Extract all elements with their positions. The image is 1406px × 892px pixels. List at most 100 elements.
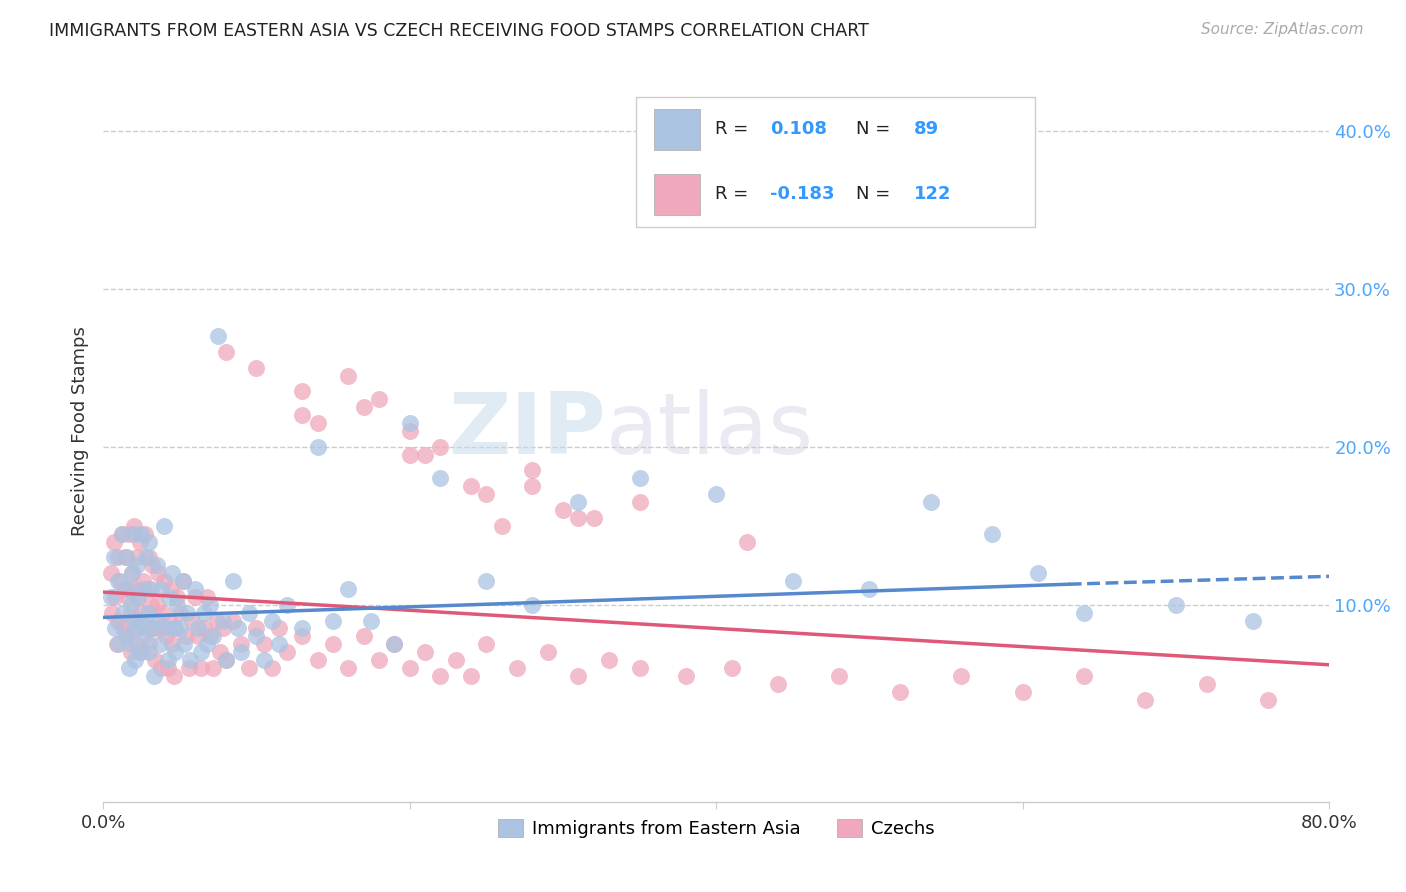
Point (131, 526, 153, 541)
Point (104, 622, 127, 636)
Point (190, 661, 212, 675)
Point (413, 645, 436, 659)
Point (100, 566, 122, 581)
Point (291, 622, 314, 636)
Point (238, 661, 260, 675)
Point (1164, 598, 1187, 612)
Point (120, 598, 142, 612)
Point (127, 590, 149, 604)
Point (276, 645, 298, 659)
Point (127, 590, 149, 604)
Point (1241, 614, 1264, 628)
Point (950, 669, 973, 683)
Text: -0.183: -0.183 (770, 186, 835, 203)
Point (211, 622, 233, 636)
Point (222, 574, 245, 588)
Text: IMMIGRANTS FROM EASTERN ASIA VS CZECH RECEIVING FOOD STAMPS CORRELATION CHART: IMMIGRANTS FROM EASTERN ASIA VS CZECH RE… (49, 22, 869, 40)
Point (245, 622, 267, 636)
Point (260, 661, 283, 675)
Point (460, 669, 482, 683)
Point (176, 606, 198, 620)
Point (114, 582, 136, 596)
Point (131, 614, 153, 628)
Point (155, 629, 177, 643)
Point (124, 582, 146, 596)
Point (115, 629, 138, 643)
Point (131, 645, 153, 659)
Point (536, 645, 558, 659)
Point (139, 598, 162, 612)
Point (110, 526, 132, 541)
FancyBboxPatch shape (637, 96, 1035, 227)
Point (245, 360, 267, 375)
Point (215, 653, 238, 667)
Point (125, 637, 148, 651)
Text: 0.108: 0.108 (770, 120, 827, 138)
Point (353, 401, 375, 415)
Point (135, 622, 157, 636)
Text: R =: R = (716, 186, 754, 203)
Point (125, 622, 148, 636)
Point (1135, 692, 1157, 706)
Point (115, 629, 138, 643)
Point (1073, 669, 1095, 683)
Point (146, 598, 169, 612)
Point (138, 550, 160, 565)
Point (181, 614, 204, 628)
Point (146, 558, 169, 573)
Text: 122: 122 (914, 186, 950, 203)
Point (782, 574, 804, 588)
Point (165, 622, 187, 636)
FancyBboxPatch shape (654, 109, 700, 150)
Legend: Immigrants from Eastern Asia, Czechs: Immigrants from Eastern Asia, Czechs (491, 812, 942, 846)
Point (238, 606, 260, 620)
Point (208, 645, 231, 659)
Point (162, 669, 184, 683)
Point (104, 590, 127, 604)
Point (628, 495, 651, 509)
Point (173, 637, 195, 651)
FancyBboxPatch shape (654, 174, 700, 215)
Point (551, 503, 574, 517)
Point (429, 471, 451, 485)
Point (103, 534, 125, 549)
Point (149, 637, 172, 651)
Point (858, 582, 880, 596)
Point (117, 582, 139, 596)
Point (506, 661, 529, 675)
Point (187, 622, 209, 636)
Point (207, 329, 229, 343)
Point (139, 582, 162, 596)
Point (118, 661, 141, 675)
Point (766, 677, 789, 691)
Point (157, 590, 180, 604)
Point (398, 416, 420, 430)
Point (222, 614, 245, 628)
Point (828, 669, 851, 683)
Point (136, 606, 159, 620)
Point (202, 661, 225, 675)
Point (382, 637, 405, 651)
Point (205, 614, 228, 628)
Point (174, 629, 197, 643)
Point (156, 661, 179, 675)
Point (260, 614, 283, 628)
Point (179, 653, 201, 667)
Point (322, 637, 344, 651)
Point (121, 566, 143, 581)
Point (200, 598, 222, 612)
Point (110, 526, 132, 541)
Point (675, 669, 697, 683)
Point (166, 590, 188, 604)
Point (107, 614, 129, 628)
Point (307, 440, 329, 454)
Point (105, 637, 128, 651)
Point (889, 684, 911, 698)
Point (522, 463, 544, 477)
Point (195, 590, 218, 604)
Point (138, 637, 160, 651)
Point (142, 622, 165, 636)
Point (108, 574, 131, 588)
Point (138, 645, 160, 659)
Point (131, 606, 153, 620)
